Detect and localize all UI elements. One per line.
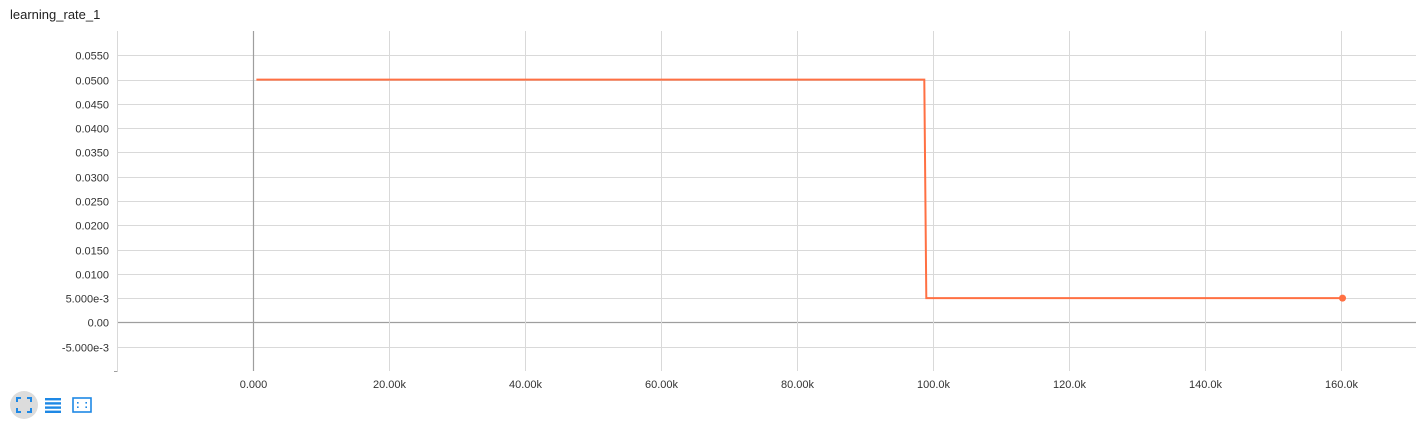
x-tick-label: 60.00k (645, 379, 679, 388)
series-line (256, 78, 1343, 300)
y-tick-label: 0.0400 (75, 124, 109, 136)
x-tick-label: 160.0k (1325, 379, 1359, 388)
y-tick-label: -5.000e-3 (62, 343, 109, 355)
y-tick-label: 0.0450 (75, 100, 109, 112)
y-tick-label: 0.0300 (75, 173, 109, 185)
axes (114, 31, 118, 372)
chart-title: learning_rate_1 (10, 7, 101, 22)
x-tick-label: 0.000 (240, 379, 268, 388)
y-tick-label: 0.0350 (75, 148, 109, 160)
y-tick-label: 5.000e-3 (66, 294, 109, 306)
data-table-button[interactable] (39, 391, 67, 419)
y-tick-label: 0.0100 (75, 270, 109, 282)
x-tick-label: 120.0k (1053, 379, 1087, 388)
line-chart[interactable]: 0.0550 0.0500 0.0450 0.0400 0.0350 0.0300 0.02… (0, 0, 1416, 388)
y-tick-label: 0.0200 (75, 221, 109, 233)
x-tick-label: 20.00k (373, 379, 407, 388)
y-axis-ticks: 0.0550 0.0500 0.0450 0.0400 0.0350 0.0300 0.02… (62, 51, 109, 355)
data-table-icon (45, 398, 61, 413)
fit-domain-button[interactable] (10, 391, 38, 419)
fit-domain-icon (16, 397, 32, 413)
x-tick-label: 100.0k (917, 379, 951, 388)
x-tick-label: 40.00k (509, 379, 543, 388)
x-tick-label: 80.00k (781, 379, 815, 388)
y-tick-label: 0.0150 (75, 246, 109, 258)
y-tick-label: 0.0250 (75, 197, 109, 209)
y-tick-label: 0.0500 (75, 76, 109, 88)
log-scale-toggle-icon (72, 397, 92, 413)
log-scale-toggle-button[interactable] (68, 391, 96, 419)
grid (117, 31, 1416, 371)
y-tick-label: 0.00 (88, 318, 109, 330)
series-end-marker (1339, 294, 1346, 302)
chart-toolbar (10, 390, 97, 420)
series-layer (256, 78, 1346, 302)
x-axis-ticks: 0.000 20.00k 40.00k 60.00k 80.00k 100.0k 120.0… (240, 379, 1359, 388)
y-tick-label: 0.0550 (75, 51, 109, 63)
x-tick-label: 140.0k (1189, 379, 1223, 388)
